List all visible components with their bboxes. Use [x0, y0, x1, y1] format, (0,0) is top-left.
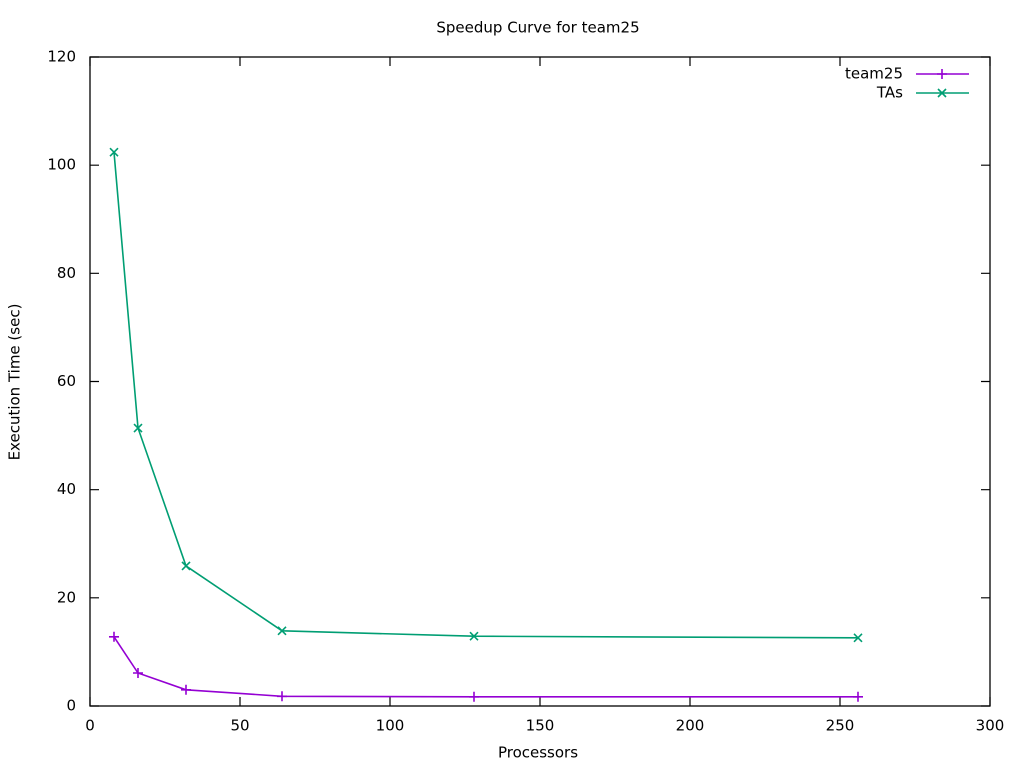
y-tick-label: 20 [57, 588, 76, 606]
chart-title: Speedup Curve for team25 [436, 19, 639, 37]
marker [133, 668, 143, 679]
y-axis-label: Execution Time (sec) [6, 304, 24, 461]
legend-label: team25 [845, 65, 903, 83]
marker [469, 691, 479, 702]
series-line [113, 636, 858, 698]
marker [109, 147, 119, 157]
x-tick-label: 0 [85, 717, 95, 735]
y-tick-label: 40 [57, 480, 76, 498]
x-axis-label: Processors [498, 744, 578, 762]
y-tick-label: 100 [47, 156, 76, 174]
series-line [113, 152, 859, 639]
marker [853, 691, 863, 702]
y-tick-label: 120 [47, 48, 76, 66]
marker [181, 561, 191, 571]
marker [853, 633, 863, 643]
y-tick-label: 80 [57, 264, 76, 282]
x-tick-label: 150 [526, 717, 555, 735]
marker [937, 88, 947, 98]
y-tick-label: 0 [66, 697, 76, 715]
x-tick-label: 300 [976, 717, 1005, 735]
marker [277, 626, 287, 636]
marker [937, 69, 947, 79]
x-tick-label: 250 [826, 717, 855, 735]
marker [277, 691, 287, 702]
x-tick-label: 200 [676, 717, 705, 735]
marker [181, 684, 191, 695]
y-tick-label: 60 [57, 372, 76, 390]
x-tick-label: 100 [376, 717, 405, 735]
plot-frame [89, 56, 991, 707]
marker [133, 423, 143, 433]
marker [109, 631, 119, 642]
marker [469, 631, 479, 641]
x-tick-label: 50 [230, 717, 249, 735]
legend-label: TAs [876, 84, 903, 102]
